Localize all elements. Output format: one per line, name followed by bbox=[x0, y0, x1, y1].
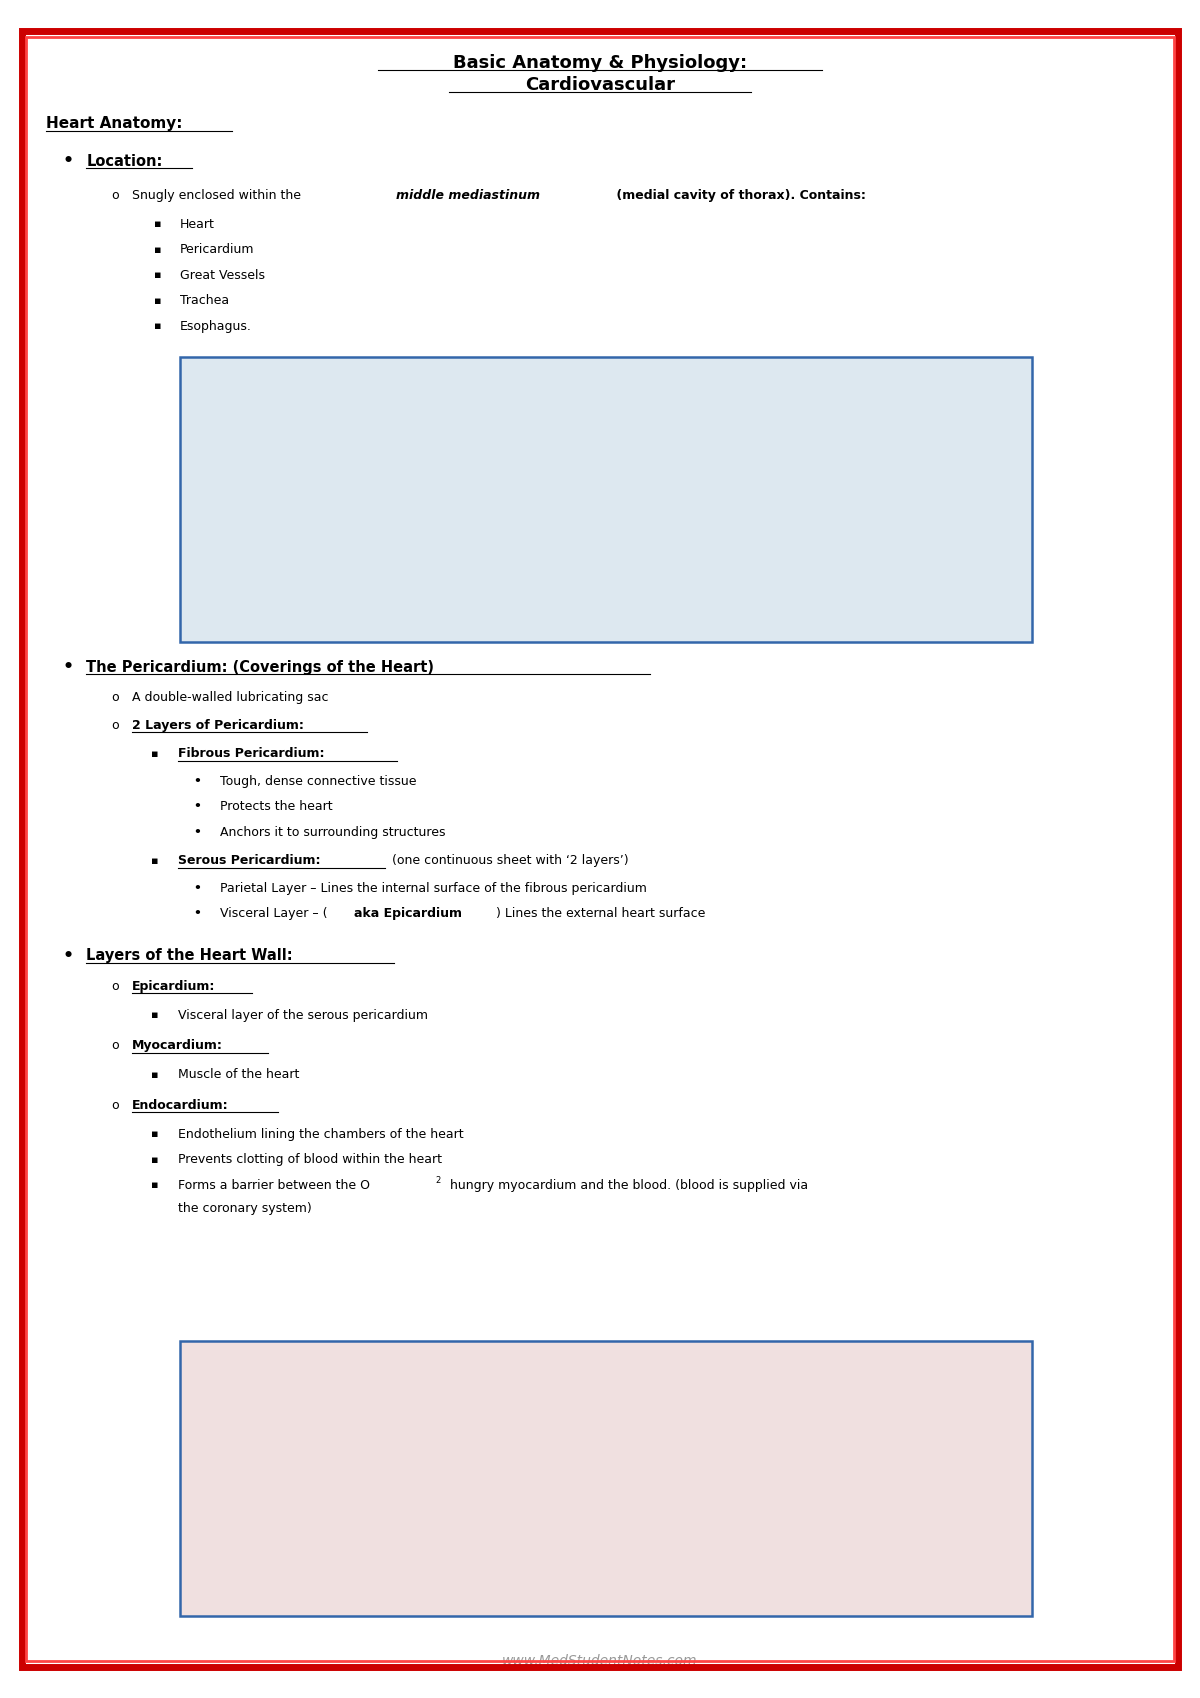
Text: A double-walled lubricating sac: A double-walled lubricating sac bbox=[132, 691, 329, 705]
Text: •: • bbox=[193, 774, 202, 788]
Text: The Pericardium: (Coverings of the Heart): The Pericardium: (Coverings of the Heart… bbox=[86, 661, 434, 674]
Bar bbox=[180, 1341, 1032, 1616]
Text: •: • bbox=[193, 907, 202, 920]
Text: •: • bbox=[193, 825, 202, 839]
Text: aka Epicardium: aka Epicardium bbox=[354, 907, 462, 920]
Text: ▪: ▪ bbox=[151, 856, 158, 866]
Text: Parietal Layer – Lines the internal surface of the fibrous pericardium: Parietal Layer – Lines the internal surf… bbox=[220, 881, 647, 895]
Text: Epicardium:: Epicardium: bbox=[132, 980, 215, 993]
Text: Heart Anatomy:: Heart Anatomy: bbox=[46, 117, 182, 131]
Text: ▪: ▪ bbox=[154, 321, 161, 331]
Text: Cardiovascular: Cardiovascular bbox=[526, 76, 674, 93]
Text: Location:: Location: bbox=[86, 155, 163, 168]
Text: o: o bbox=[112, 691, 119, 705]
Text: ▪: ▪ bbox=[151, 1010, 158, 1020]
Text: Heart: Heart bbox=[180, 217, 215, 231]
Text: •: • bbox=[193, 800, 202, 813]
Text: ▪: ▪ bbox=[151, 749, 158, 759]
Text: ▪: ▪ bbox=[151, 1180, 158, 1190]
Text: •: • bbox=[62, 947, 73, 964]
Text: ) Lines the external heart surface: ) Lines the external heart surface bbox=[496, 907, 704, 920]
Text: Visceral layer of the serous pericardium: Visceral layer of the serous pericardium bbox=[178, 1009, 427, 1022]
Text: www.MedStudentNotes.com: www.MedStudentNotes.com bbox=[503, 1654, 697, 1667]
Text: Endocardium:: Endocardium: bbox=[132, 1099, 229, 1112]
Text: Forms a barrier between the O: Forms a barrier between the O bbox=[178, 1178, 370, 1192]
Text: Pericardium: Pericardium bbox=[180, 243, 254, 256]
Text: (one continuous sheet with ‘2 layers’): (one continuous sheet with ‘2 layers’) bbox=[388, 854, 629, 868]
Text: Layers of the Heart Wall:: Layers of the Heart Wall: bbox=[86, 949, 293, 963]
Text: Muscle of the heart: Muscle of the heart bbox=[178, 1068, 299, 1082]
Text: middle mediastinum: middle mediastinum bbox=[396, 188, 540, 202]
Text: Endothelium lining the chambers of the heart: Endothelium lining the chambers of the h… bbox=[178, 1127, 463, 1141]
Text: Prevents clotting of blood within the heart: Prevents clotting of blood within the he… bbox=[178, 1153, 442, 1167]
Text: Trachea: Trachea bbox=[180, 294, 229, 307]
Text: Serous Pericardium:: Serous Pericardium: bbox=[178, 854, 320, 868]
Text: [Mediastinum / Thorax Anatomy Diagrams]: [Mediastinum / Thorax Anatomy Diagrams] bbox=[480, 494, 720, 504]
Text: o: o bbox=[112, 1039, 119, 1053]
Text: Visceral Layer – (: Visceral Layer – ( bbox=[220, 907, 328, 920]
Text: ▪: ▪ bbox=[151, 1155, 158, 1165]
Text: o: o bbox=[112, 718, 119, 732]
Text: Fibrous Pericardium:: Fibrous Pericardium: bbox=[178, 747, 324, 761]
Text: the coronary system): the coronary system) bbox=[178, 1202, 311, 1216]
Text: 2: 2 bbox=[436, 1175, 440, 1185]
Text: ▪: ▪ bbox=[154, 245, 161, 255]
Text: Myocardium:: Myocardium: bbox=[132, 1039, 223, 1053]
Text: •: • bbox=[62, 153, 73, 170]
Text: Basic Anatomy & Physiology:: Basic Anatomy & Physiology: bbox=[452, 54, 748, 71]
Text: ▪: ▪ bbox=[154, 219, 161, 229]
Text: •: • bbox=[193, 881, 202, 895]
Text: Tough, dense connective tissue: Tough, dense connective tissue bbox=[220, 774, 416, 788]
Text: Great Vessels: Great Vessels bbox=[180, 268, 265, 282]
Text: o: o bbox=[112, 1099, 119, 1112]
Bar bbox=[180, 357, 1032, 642]
Text: o: o bbox=[112, 980, 119, 993]
Text: (medial cavity of thorax). Contains:: (medial cavity of thorax). Contains: bbox=[612, 188, 866, 202]
Text: hungry myocardium and the blood. (blood is supplied via: hungry myocardium and the blood. (blood … bbox=[446, 1178, 809, 1192]
Text: Snugly enclosed within the: Snugly enclosed within the bbox=[132, 188, 305, 202]
Text: [Pericardium / Heart Wall Layers Diagram]: [Pericardium / Heart Wall Layers Diagram… bbox=[481, 1474, 719, 1484]
Text: Esophagus.: Esophagus. bbox=[180, 319, 252, 333]
Text: o: o bbox=[112, 188, 119, 202]
Text: Protects the heart: Protects the heart bbox=[220, 800, 332, 813]
Text: ▪: ▪ bbox=[154, 270, 161, 280]
Text: ▪: ▪ bbox=[151, 1129, 158, 1139]
Text: ▪: ▪ bbox=[154, 295, 161, 306]
Text: ▪: ▪ bbox=[151, 1070, 158, 1080]
Text: Anchors it to surrounding structures: Anchors it to surrounding structures bbox=[220, 825, 445, 839]
Text: •: • bbox=[62, 659, 73, 676]
Text: 2 Layers of Pericardium:: 2 Layers of Pericardium: bbox=[132, 718, 304, 732]
